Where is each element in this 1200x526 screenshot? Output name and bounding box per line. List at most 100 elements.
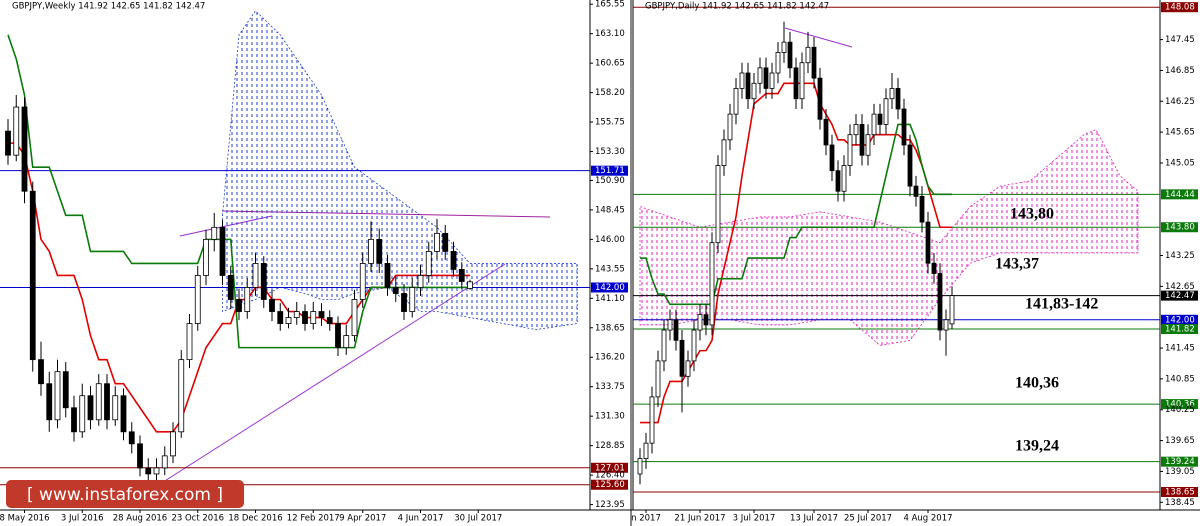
x-tick-label: 4 Aug 2017 — [903, 514, 952, 524]
level-label: 139.24 — [1165, 457, 1195, 467]
candle-body — [763, 67, 769, 89]
candle-body — [925, 221, 931, 264]
candle-body — [29, 190, 36, 361]
candle-body — [376, 238, 383, 264]
y-tick-label: 163.10 — [595, 29, 625, 39]
level-label-box — [1161, 2, 1198, 13]
candle-body — [359, 263, 366, 300]
candle-body — [691, 329, 697, 362]
level-label: 151.71 — [595, 166, 625, 176]
candle-body — [368, 238, 374, 264]
y-tick-label: 133.75 — [595, 382, 625, 392]
candle-body — [62, 371, 69, 409]
level-label: 140.36 — [1165, 400, 1195, 410]
y-tick-label: 141.10 — [595, 294, 625, 304]
level-label-box — [1161, 314, 1198, 325]
candle-body — [949, 295, 955, 325]
level-label: 127.01 — [595, 463, 625, 473]
candle-body — [211, 226, 218, 240]
candle-body — [865, 134, 871, 156]
candle-body — [137, 443, 143, 469]
ichimoku-cloud — [222, 10, 578, 330]
y-tick-label: 136.20 — [595, 353, 625, 363]
annotation: 140,36 — [1015, 375, 1059, 392]
level-label-box — [591, 479, 628, 490]
annotation: 143,37 — [995, 256, 1039, 273]
y-tick-label: 141.45 — [1165, 344, 1195, 354]
x-tick-label: 4 Jun 2017 — [398, 514, 444, 524]
candle-body — [685, 360, 691, 377]
candle-body — [877, 113, 883, 125]
candle-body — [269, 299, 275, 312]
y-tick-label: 138.65 — [595, 323, 625, 333]
candle-body — [95, 383, 102, 421]
candle-body — [715, 165, 721, 244]
candle-body — [907, 144, 913, 187]
candle-body — [787, 41, 793, 69]
y-tick-label: 128.85 — [595, 441, 625, 451]
level-label: 144.44 — [1165, 190, 1195, 200]
candle-body — [120, 395, 127, 433]
candle-body — [318, 311, 325, 318]
candle-body — [71, 407, 77, 433]
level-label-box — [1161, 324, 1198, 335]
y-tick-label: 160.65 — [595, 59, 625, 69]
x-tick-label: 8 May 2016 — [0, 514, 50, 524]
level-label: 143.80 — [1165, 223, 1195, 233]
candle-body — [112, 395, 119, 421]
candle-body — [697, 314, 703, 331]
indicator-line — [640, 123, 952, 306]
candle-body — [649, 396, 655, 444]
candle-body — [817, 77, 823, 120]
x-tick-label: 13 Jul 2017 — [790, 514, 838, 524]
y-tick-label: 146.85 — [1165, 66, 1195, 76]
level-label: 142.47 — [1165, 291, 1195, 301]
y-tick-label: 145.65 — [1165, 128, 1195, 138]
y-tick-label: 165.55 — [595, 0, 625, 10]
y-tick-label: 148.45 — [595, 205, 625, 215]
level-label: 141.82 — [1165, 325, 1195, 335]
candle-body — [943, 319, 949, 331]
y-tick-label: 142.65 — [1165, 282, 1195, 292]
candle-body — [351, 299, 358, 336]
candle-body — [38, 359, 44, 385]
candle-body — [829, 144, 835, 172]
candle-body — [170, 431, 176, 457]
candle-body — [442, 232, 449, 252]
y-tick-label: 126.40 — [595, 471, 625, 481]
candle-body — [847, 134, 853, 166]
candle-body — [343, 335, 350, 349]
watermark-box — [6, 480, 244, 508]
y-tick-label: 143.55 — [595, 264, 625, 274]
x-tick-label: 21 Jun 2017 — [674, 514, 725, 524]
candle-body — [54, 371, 61, 421]
chart-header: GBPJPY,Daily 141.92 142.65 141.82 142.47 — [645, 2, 829, 12]
candle-body — [326, 317, 333, 324]
x-tick-label: 3 Jul 2017 — [733, 514, 776, 524]
level-label: 138.65 — [1165, 488, 1195, 498]
annotation: 139,24 — [1015, 438, 1059, 455]
candle-body — [805, 46, 811, 64]
candle-body — [673, 319, 679, 341]
candle-body — [835, 170, 841, 192]
y-tick-label: 140.25 — [1165, 405, 1195, 415]
x-tick-label: 30 Jul 2017 — [454, 514, 502, 524]
candle-body — [335, 323, 341, 349]
candle-body — [871, 113, 877, 136]
candle-body — [227, 275, 234, 300]
level-label-box — [1161, 456, 1198, 467]
weekly-plot — [0, 10, 590, 486]
candle-body — [751, 82, 757, 100]
level-label-box — [1161, 189, 1198, 200]
candle-body — [79, 395, 86, 433]
trend-line — [784, 27, 853, 48]
candle-body — [244, 287, 251, 312]
x-tick-label: 28 Aug 2016 — [113, 514, 167, 524]
candle-body — [811, 46, 817, 79]
y-tick-label: 123.95 — [595, 500, 625, 510]
candle-body — [757, 67, 763, 84]
candle-body — [637, 458, 643, 475]
candle-body — [655, 360, 661, 398]
candle-body — [919, 195, 925, 223]
